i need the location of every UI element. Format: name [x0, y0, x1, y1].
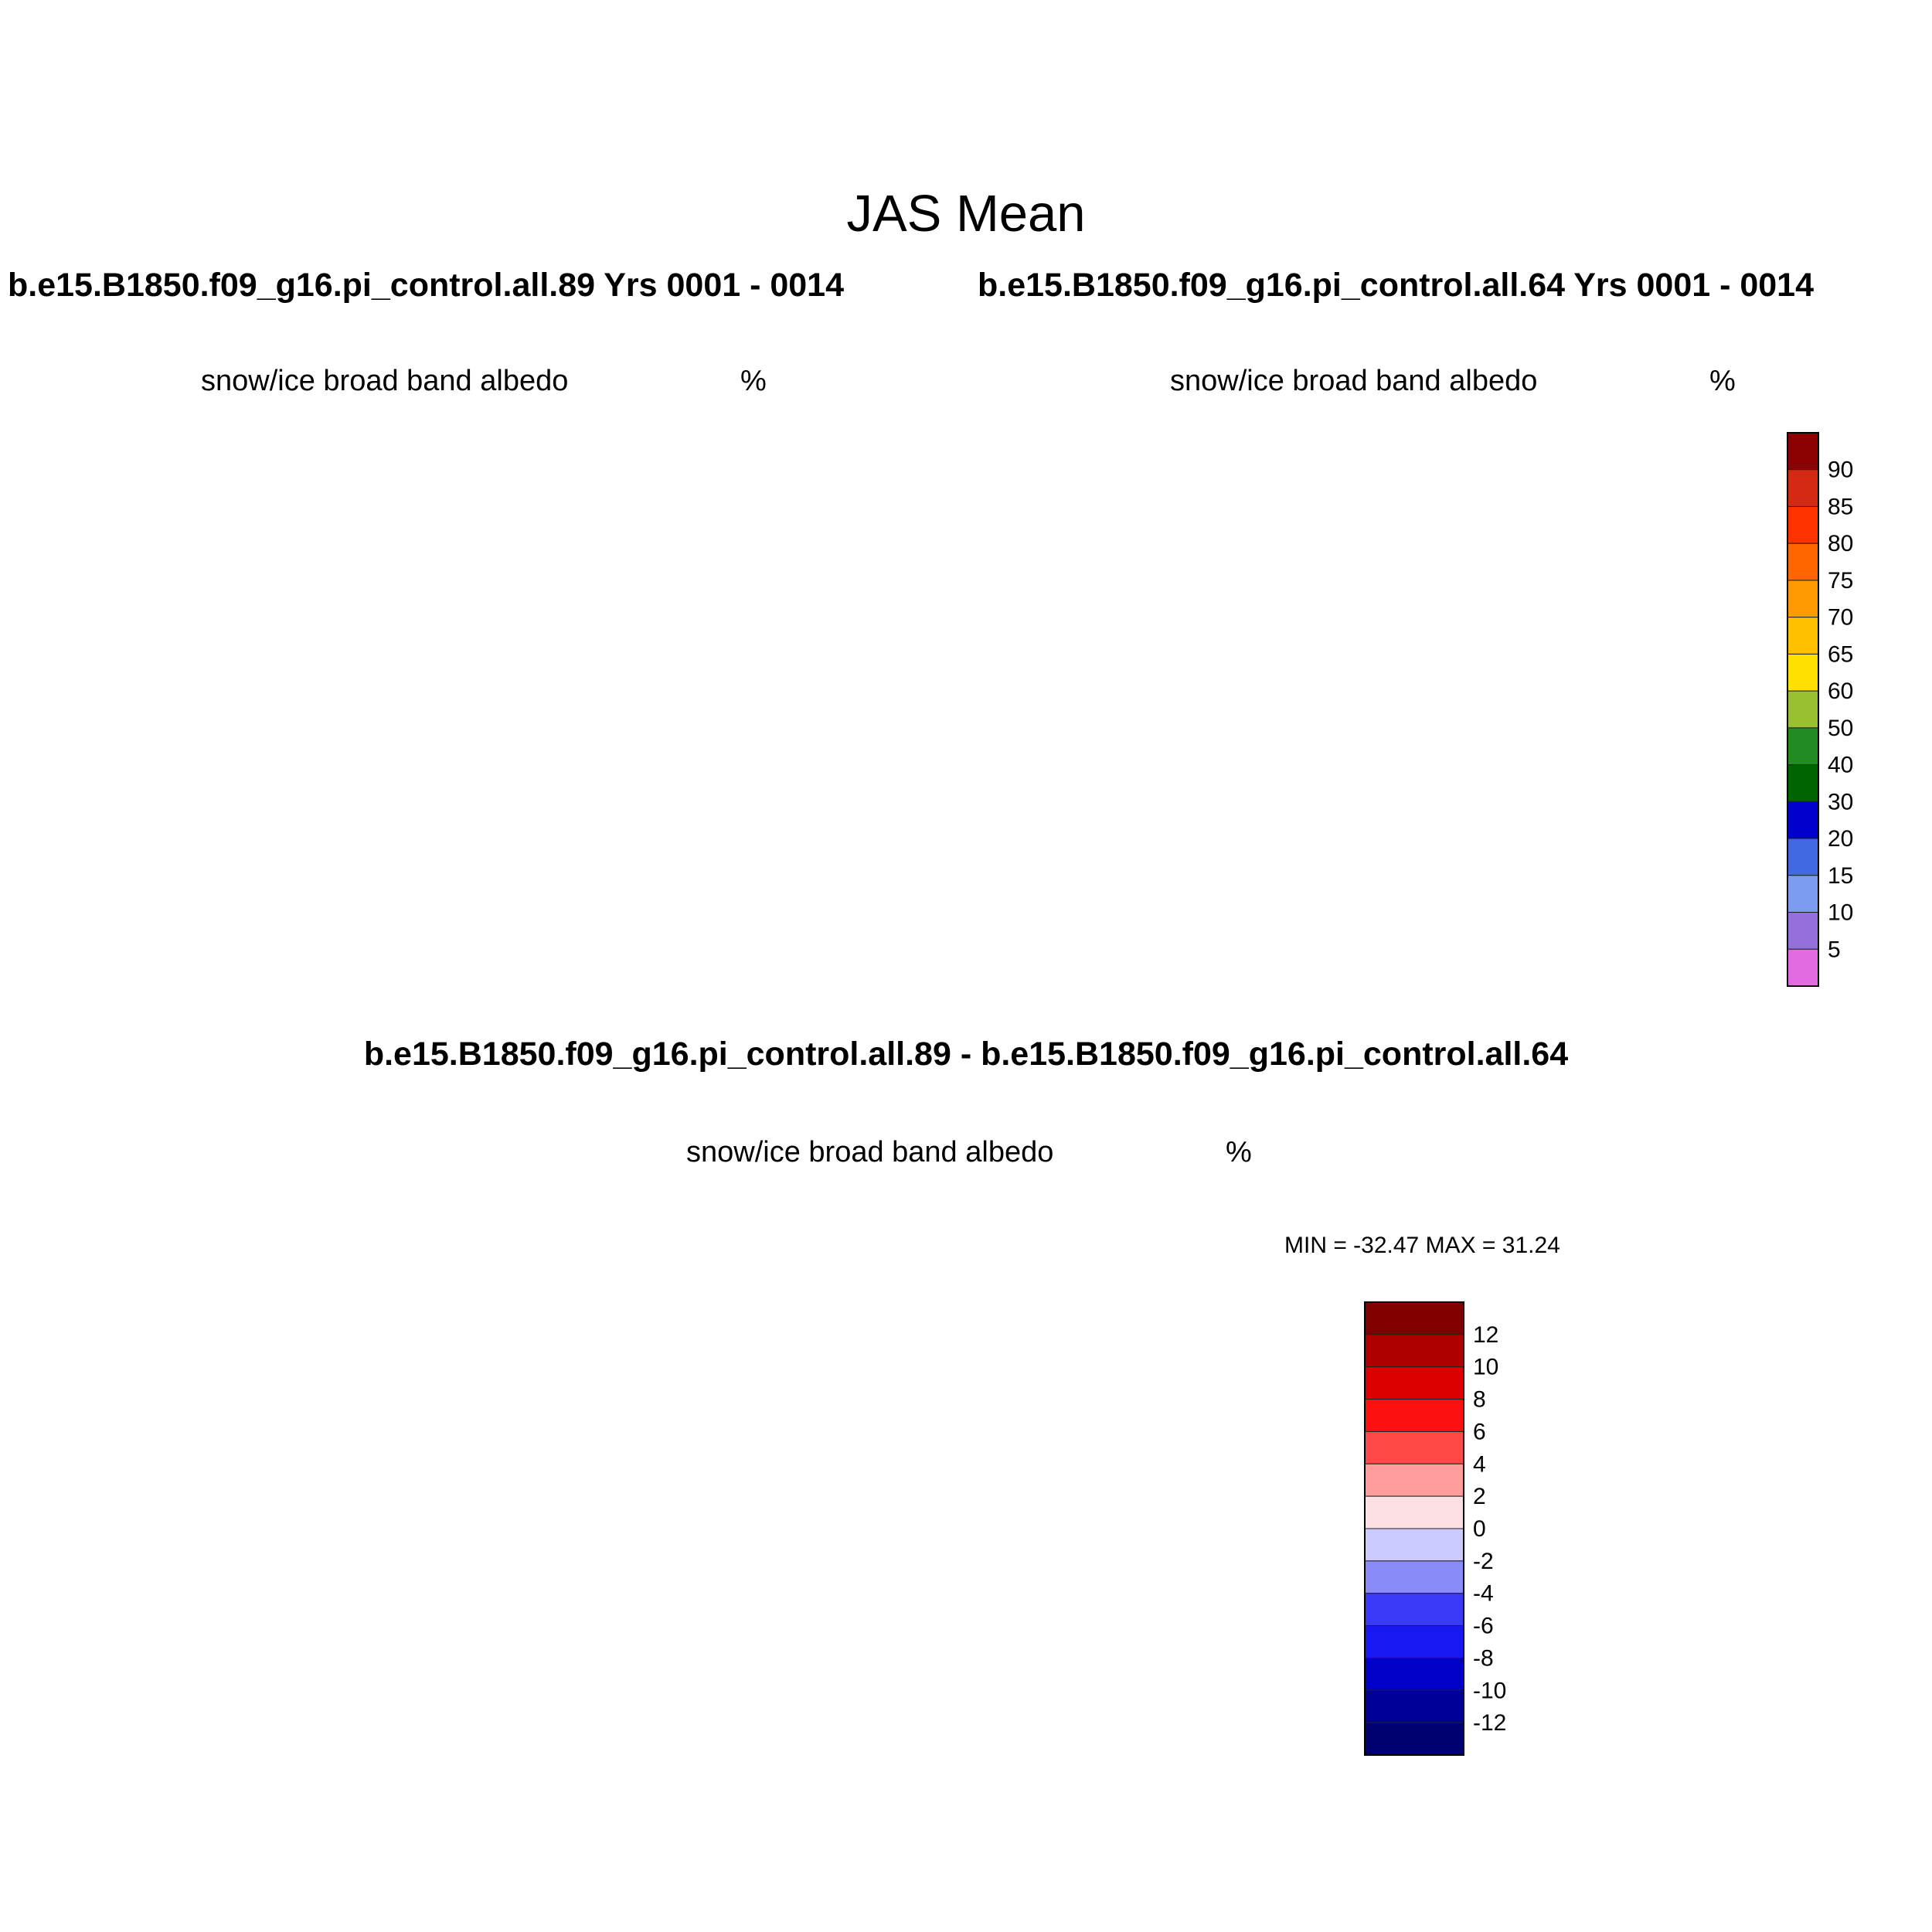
albedo-colorbar-swatch: [1787, 617, 1819, 655]
difference-colorbar-frame: [1364, 1301, 1464, 1756]
difference-colorbar-swatch: [1364, 1495, 1464, 1529]
panel-1-variable-label: snow/ice broad band albedo: [201, 365, 569, 397]
difference-colorbar-swatch: [1364, 1463, 1464, 1497]
difference-colorbar-tick-label: 12: [1473, 1322, 1498, 1348]
ocean-background: [689, 1197, 1250, 1758]
albedo-colorbar-swatch: [1787, 469, 1819, 507]
albedo-colorbar-swatch: [1787, 580, 1819, 618]
ocean-background: [1173, 428, 1734, 989]
albedo-colorbar-swatch: [1787, 653, 1819, 692]
panel-3-units-label: %: [1226, 1136, 1252, 1168]
albedo-colorbar-swatch: [1787, 727, 1819, 766]
difference-colorbar-swatch: [1364, 1366, 1464, 1400]
albedo-colorbar-tick-label: 40: [1828, 753, 1853, 778]
panel-2-case-title: b.e15.B1850.f09_g16.pi_control.all.64 Yr…: [978, 267, 1815, 304]
albedo-colorbar-swatch: [1787, 875, 1819, 913]
panel-2-variable-label: snow/ice broad band albedo: [1170, 365, 1538, 397]
albedo-colorbar-swatch: [1787, 764, 1819, 802]
difference-colorbar-tick-label: -8: [1473, 1645, 1494, 1671]
difference-colorbar-swatch: [1364, 1722, 1464, 1756]
albedo-colorbar-tick-label: 15: [1828, 863, 1853, 889]
difference-colorbar-swatch: [1364, 1625, 1464, 1658]
difference-colorbar-tick-label: 4: [1473, 1451, 1486, 1477]
albedo-colorbar-swatch: [1787, 912, 1819, 950]
difference-colorbar-tick-label: 2: [1473, 1484, 1486, 1509]
panel-3-difference-map: [689, 1197, 1250, 1758]
difference-colorbar-swatch: [1364, 1657, 1464, 1691]
albedo-colorbar-swatch: [1787, 505, 1819, 544]
difference-colorbar-tick-label: -6: [1473, 1614, 1494, 1639]
difference-colorbar: 12 10 8 6 4 2 0 -2 -4 -6 -8 -10 -12: [1364, 1301, 1506, 1756]
difference-colorbar-swatch: [1364, 1334, 1464, 1368]
albedo-colorbar-tick-label: 80: [1828, 531, 1853, 556]
albedo-colorbar-tick-label: 90: [1828, 457, 1853, 483]
figure-title: JAS Mean: [846, 185, 1086, 243]
panel-2-albedo-map: [1173, 428, 1734, 989]
albedo-colorbar-tick-label: 85: [1828, 494, 1853, 519]
panel-1-albedo-map: [204, 428, 765, 989]
albedo-colorbar-tick-label: 50: [1828, 716, 1853, 741]
ocean-background: [204, 428, 765, 989]
difference-colorbar-tick-label: 8: [1473, 1387, 1486, 1413]
difference-colorbar-tick-label: -4: [1473, 1581, 1494, 1607]
albedo-colorbar: 90 85 80 75 70 65 60 50 40 30 20 15 10 5: [1787, 432, 1853, 987]
albedo-colorbar-swatch: [1787, 948, 1819, 987]
albedo-colorbar-frame: [1787, 432, 1819, 987]
difference-colorbar-tick-label: -2: [1473, 1549, 1494, 1574]
albedo-colorbar-tick-label: 20: [1828, 826, 1853, 852]
albedo-colorbar-swatch: [1787, 432, 1819, 471]
difference-colorbar-tick-label: 6: [1473, 1419, 1486, 1444]
panel-1-units-label: %: [740, 365, 767, 397]
difference-colorbar-tick-label: -12: [1473, 1710, 1506, 1736]
difference-colorbar-tick-label: 0: [1473, 1516, 1486, 1542]
albedo-colorbar-tick-label: 5: [1828, 937, 1841, 962]
difference-colorbar-tick-label: 10: [1473, 1355, 1498, 1380]
albedo-colorbar-tick-label: 10: [1828, 900, 1853, 926]
difference-title: b.e15.B1850.f09_g16.pi_control.all.89 - …: [363, 1036, 1569, 1073]
difference-colorbar-swatch: [1364, 1560, 1464, 1594]
panel-1-case-title: b.e15.B1850.f09_g16.pi_control.all.89 Yr…: [8, 267, 845, 304]
albedo-colorbar-swatch: [1787, 838, 1819, 876]
difference-colorbar-swatch: [1364, 1528, 1464, 1562]
albedo-colorbar-swatch: [1787, 690, 1819, 729]
difference-colorbar-swatch: [1364, 1301, 1464, 1335]
albedo-colorbar-tick-label: 30: [1828, 789, 1853, 815]
difference-colorbar-swatch: [1364, 1593, 1464, 1627]
albedo-colorbar-swatch: [1787, 543, 1819, 581]
albedo-colorbar-tick-label: 60: [1828, 679, 1853, 704]
difference-colorbar-swatch: [1364, 1689, 1464, 1723]
difference-colorbar-swatch: [1364, 1430, 1464, 1464]
panel-3-variable-label: snow/ice broad band albedo: [686, 1136, 1054, 1168]
albedo-colorbar-tick-label: 65: [1828, 641, 1853, 667]
difference-colorbar-swatch: [1364, 1399, 1464, 1432]
difference-colorbar-tick-label: -10: [1473, 1678, 1506, 1703]
panel-2-units-label: %: [1709, 365, 1736, 397]
albedo-colorbar-swatch: [1787, 801, 1819, 839]
min-max-label: MIN = -32.47 MAX = 31.24: [1284, 1233, 1560, 1258]
albedo-colorbar-tick-label: 75: [1828, 568, 1853, 594]
albedo-colorbar-tick-label: 70: [1828, 605, 1853, 631]
